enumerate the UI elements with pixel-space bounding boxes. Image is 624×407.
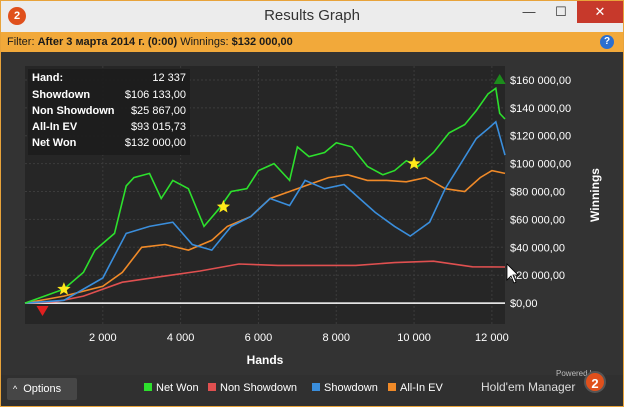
series-line-all-in-ev: [24, 169, 506, 304]
stats-box: Hand: 12 337 Showdown $106 133,00 Non Sh…: [28, 69, 190, 155]
x-tick-label: 10 000: [397, 332, 431, 344]
legend-swatch: [388, 383, 396, 391]
filter-label: Filter:: [7, 36, 35, 48]
allin-star-icon: [407, 156, 421, 170]
minimize-button[interactable]: —: [522, 4, 536, 19]
legend-label: Non Showdown: [220, 382, 298, 394]
stat-label: Hand:: [32, 72, 64, 84]
help-icon[interactable]: ?: [600, 35, 614, 49]
legend-item-all-in-ev[interactable]: All-In EV: [388, 381, 443, 395]
legend-item-net-won[interactable]: Net Won: [144, 381, 199, 395]
stat-value: $132 000,00: [124, 137, 186, 149]
legend-label: Showdown: [324, 382, 378, 394]
stat-label: Showdown: [32, 89, 91, 101]
close-button[interactable]: ✕: [577, 1, 623, 23]
allin-star-icon: [216, 199, 231, 213]
x-tick-label: 8 000: [322, 332, 350, 344]
filter-text: After 3 марта 2014 г. (0:00): [37, 36, 178, 48]
legend-swatch: [144, 383, 152, 391]
series-line-non-showdown: [24, 260, 506, 304]
legend-item-non-showdown[interactable]: Non Showdown: [208, 381, 297, 395]
x-tick-label: 6 000: [245, 332, 273, 344]
maximize-button[interactable]: ☐: [555, 4, 567, 19]
stat-row-showdown: Showdown $106 133,00: [32, 89, 186, 105]
brand-name: Hold'em Manager: [481, 380, 576, 394]
stat-value: $93 015,73: [130, 121, 186, 133]
chevron-up-icon: ^: [13, 384, 18, 394]
max-point-triangle-icon: [493, 73, 506, 84]
stat-row-all-in-ev: All-In EV $93 015,73: [32, 121, 186, 137]
series-line-showdown: [24, 120, 506, 304]
stat-label: Net Won: [32, 137, 77, 149]
winnings-value: $132 000,00: [231, 36, 293, 48]
y-tick-label: $20 000,00: [510, 270, 565, 282]
legend-item-showdown[interactable]: Showdown: [312, 381, 378, 395]
y-tick-label: $40 000,00: [510, 242, 565, 254]
window-title: Results Graph: [264, 7, 360, 24]
y-tick-label: $60 000,00: [510, 214, 565, 226]
allin-star-icon: [57, 282, 71, 295]
stat-value: $25 867,00: [130, 105, 186, 117]
series-line-net-won: [24, 86, 506, 304]
legend-label: Net Won: [156, 382, 199, 394]
bottom-bar: ^ Options Net Won Non Showdown Showdown A…: [1, 369, 623, 406]
stat-label: Non Showdown: [32, 105, 115, 117]
stat-row-hands: Hand: 12 337: [32, 72, 186, 88]
mouse-cursor-icon: [506, 263, 519, 284]
y-tick-label: $140 000,00: [510, 103, 571, 115]
options-label: Options: [23, 383, 62, 395]
stat-value: 12 337: [152, 72, 186, 84]
graph-area[interactable]: $0,00 $20 000,00 $40 000,00 $60 000,00 $80 0…: [1, 52, 623, 375]
stat-value: $106 133,00: [124, 89, 186, 101]
filter-bar[interactable]: Filter: After 3 марта 2014 г. (0:00) Win…: [1, 32, 623, 52]
options-button[interactable]: ^ Options: [7, 378, 77, 400]
legend-swatch: [312, 383, 320, 391]
min-point-triangle-icon: [36, 306, 49, 317]
y-axis-label: Winnings: [588, 168, 602, 222]
y-tick-label: $160 000,00: [510, 75, 571, 87]
y-tick-label: $80 000,00: [510, 187, 565, 199]
x-tick-label: 12 000: [475, 332, 509, 344]
stat-row-non-showdown: Non Showdown $25 867,00: [32, 105, 186, 121]
winnings-label: Winnings:: [180, 36, 229, 48]
y-tick-label: $0,00: [510, 298, 538, 310]
stat-label: All-In EV: [32, 121, 78, 133]
x-axis-label: Hands: [247, 353, 284, 367]
stat-row-net-won: Net Won $132 000,00: [32, 137, 186, 153]
holdem-manager-logo-icon: 2: [584, 371, 606, 393]
title-bar[interactable]: 2 Results Graph — ☐ ✕: [1, 1, 623, 32]
y-tick-label: $120 000,00: [510, 131, 571, 143]
legend-swatch: [208, 383, 216, 391]
powered-by-text: Powered by: [556, 369, 599, 378]
legend-label: All-In EV: [400, 382, 443, 394]
y-tick-label: $100 000,00: [510, 159, 571, 171]
x-tick-label: 2 000: [89, 332, 117, 344]
app-logo-icon: 2: [8, 7, 26, 25]
x-tick-label: 4 000: [167, 332, 195, 344]
